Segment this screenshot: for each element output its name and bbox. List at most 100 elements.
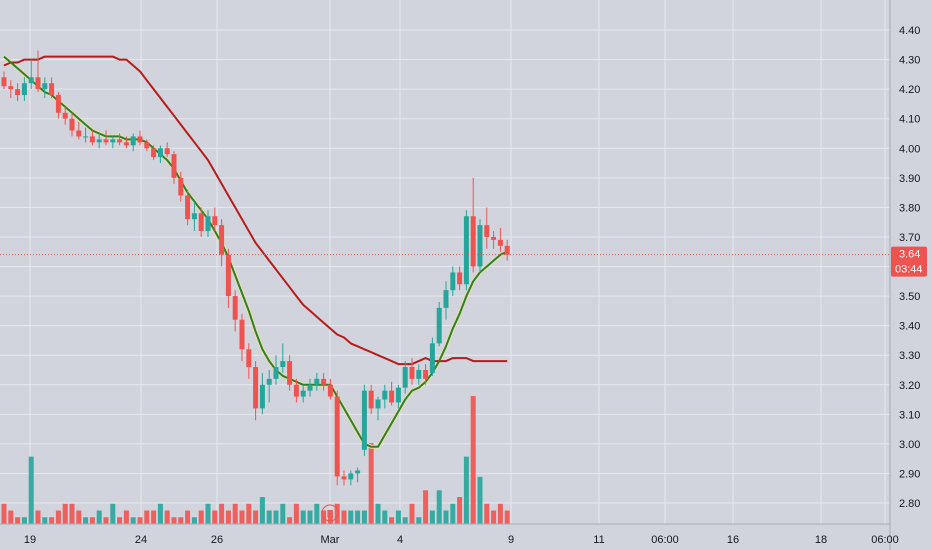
volume-bar xyxy=(225,510,231,524)
volume-bar xyxy=(327,510,333,524)
volume-bar xyxy=(110,503,116,524)
candle-body xyxy=(484,225,490,237)
volume-bar xyxy=(497,503,503,524)
volume-bar xyxy=(395,510,401,524)
volume-bar xyxy=(219,503,225,524)
price-tick-label: 3.10 xyxy=(899,409,920,421)
volume-bar xyxy=(436,490,442,524)
candle-body xyxy=(76,130,82,137)
candle-body xyxy=(334,396,340,477)
candle-body xyxy=(232,296,238,320)
earnings-event-marker[interactable]: E xyxy=(321,504,339,522)
candle-body xyxy=(103,139,109,143)
volume-bar xyxy=(212,510,218,524)
volume-bar xyxy=(55,510,61,524)
volume-bar xyxy=(253,510,259,524)
volume-bar xyxy=(89,517,95,524)
volume-bar xyxy=(171,517,177,524)
volume-bar xyxy=(178,517,184,524)
candle-body xyxy=(178,177,184,196)
time-tick-label: 18 xyxy=(815,534,827,546)
time-tick-label: 06:00 xyxy=(871,534,899,546)
volume-bar xyxy=(416,517,422,524)
price-tick-label: 2.80 xyxy=(899,498,920,510)
volume-bar xyxy=(429,510,435,524)
price-tick-label: 3.40 xyxy=(899,321,920,333)
volume-bar xyxy=(368,443,374,524)
candle-body xyxy=(8,86,14,90)
candle-body xyxy=(314,378,320,385)
candle-body xyxy=(348,473,354,480)
volume-bar xyxy=(117,517,123,524)
candle-body xyxy=(504,245,510,255)
volume-bar xyxy=(361,510,367,524)
price-tick-label: 3.00 xyxy=(899,439,920,451)
time-tick-label: 16 xyxy=(727,534,739,546)
candle-body xyxy=(327,384,333,397)
volume-bar xyxy=(123,510,129,524)
candle-body xyxy=(497,239,503,246)
candle-body xyxy=(470,216,476,267)
candle-body xyxy=(361,390,367,450)
price-tick-label: 3.20 xyxy=(899,380,920,392)
volume-bar xyxy=(205,503,211,524)
volume-bar xyxy=(300,510,306,524)
candle-body xyxy=(151,148,157,158)
volume-bar xyxy=(477,476,483,524)
candle-body xyxy=(55,95,61,113)
candle-body xyxy=(219,225,225,255)
candle-body xyxy=(307,384,313,391)
volume-bar xyxy=(409,503,415,524)
candle-body xyxy=(89,136,95,143)
ma-fast-line xyxy=(3,55,508,448)
volume-bar xyxy=(15,517,21,524)
candle-body xyxy=(416,369,422,379)
volume-bar xyxy=(348,510,354,524)
volume-bar xyxy=(450,503,456,524)
candle-body xyxy=(450,272,456,291)
candle-body xyxy=(259,384,265,409)
candle-body xyxy=(28,77,34,84)
volume-bar xyxy=(69,503,75,524)
grid-lines xyxy=(0,0,890,524)
volume-bar xyxy=(83,517,89,524)
volume-bar xyxy=(96,510,102,524)
price-tick-label: 4.20 xyxy=(899,84,920,96)
volume-bar xyxy=(402,517,408,524)
moving-averages xyxy=(2,55,509,449)
time-axis[interactable]: 19 24 26 Mar 4 9 11 06:00 16 18 06:00 xyxy=(24,534,899,546)
volume-bar xyxy=(76,510,82,524)
volume-bar xyxy=(382,510,388,524)
candle-body xyxy=(83,136,89,138)
candle-body xyxy=(463,216,469,285)
volume-bar xyxy=(314,503,320,524)
candle-body xyxy=(62,112,68,119)
earnings-event-circle[interactable] xyxy=(321,504,339,522)
price-tick-label: 4.30 xyxy=(899,55,920,67)
candle-body xyxy=(239,319,245,350)
last-price-badge: 3.64 03:44 xyxy=(891,246,927,277)
volume-bar xyxy=(355,510,361,524)
price-tick-label: 2.90 xyxy=(899,468,920,480)
volume-bar xyxy=(232,503,238,524)
candle-body xyxy=(144,142,150,149)
volume-bar xyxy=(62,503,68,524)
candle-body xyxy=(42,83,48,90)
candle-body xyxy=(35,77,41,90)
volume-bar xyxy=(185,510,191,524)
candle-body xyxy=(491,236,497,240)
time-tick-label: 24 xyxy=(135,534,147,546)
candle-body xyxy=(49,83,55,96)
volume-bar xyxy=(239,510,245,524)
volume-bar xyxy=(198,510,204,524)
candle-body xyxy=(280,361,286,368)
candle-body xyxy=(389,390,395,403)
volume-bar xyxy=(42,517,48,524)
candle-body xyxy=(457,272,463,285)
volume-bar xyxy=(8,510,14,524)
ma-slow-line xyxy=(3,55,508,366)
volume-bar xyxy=(35,510,41,524)
volume-bar xyxy=(375,503,381,524)
price-tick-label: 3.90 xyxy=(899,173,920,185)
